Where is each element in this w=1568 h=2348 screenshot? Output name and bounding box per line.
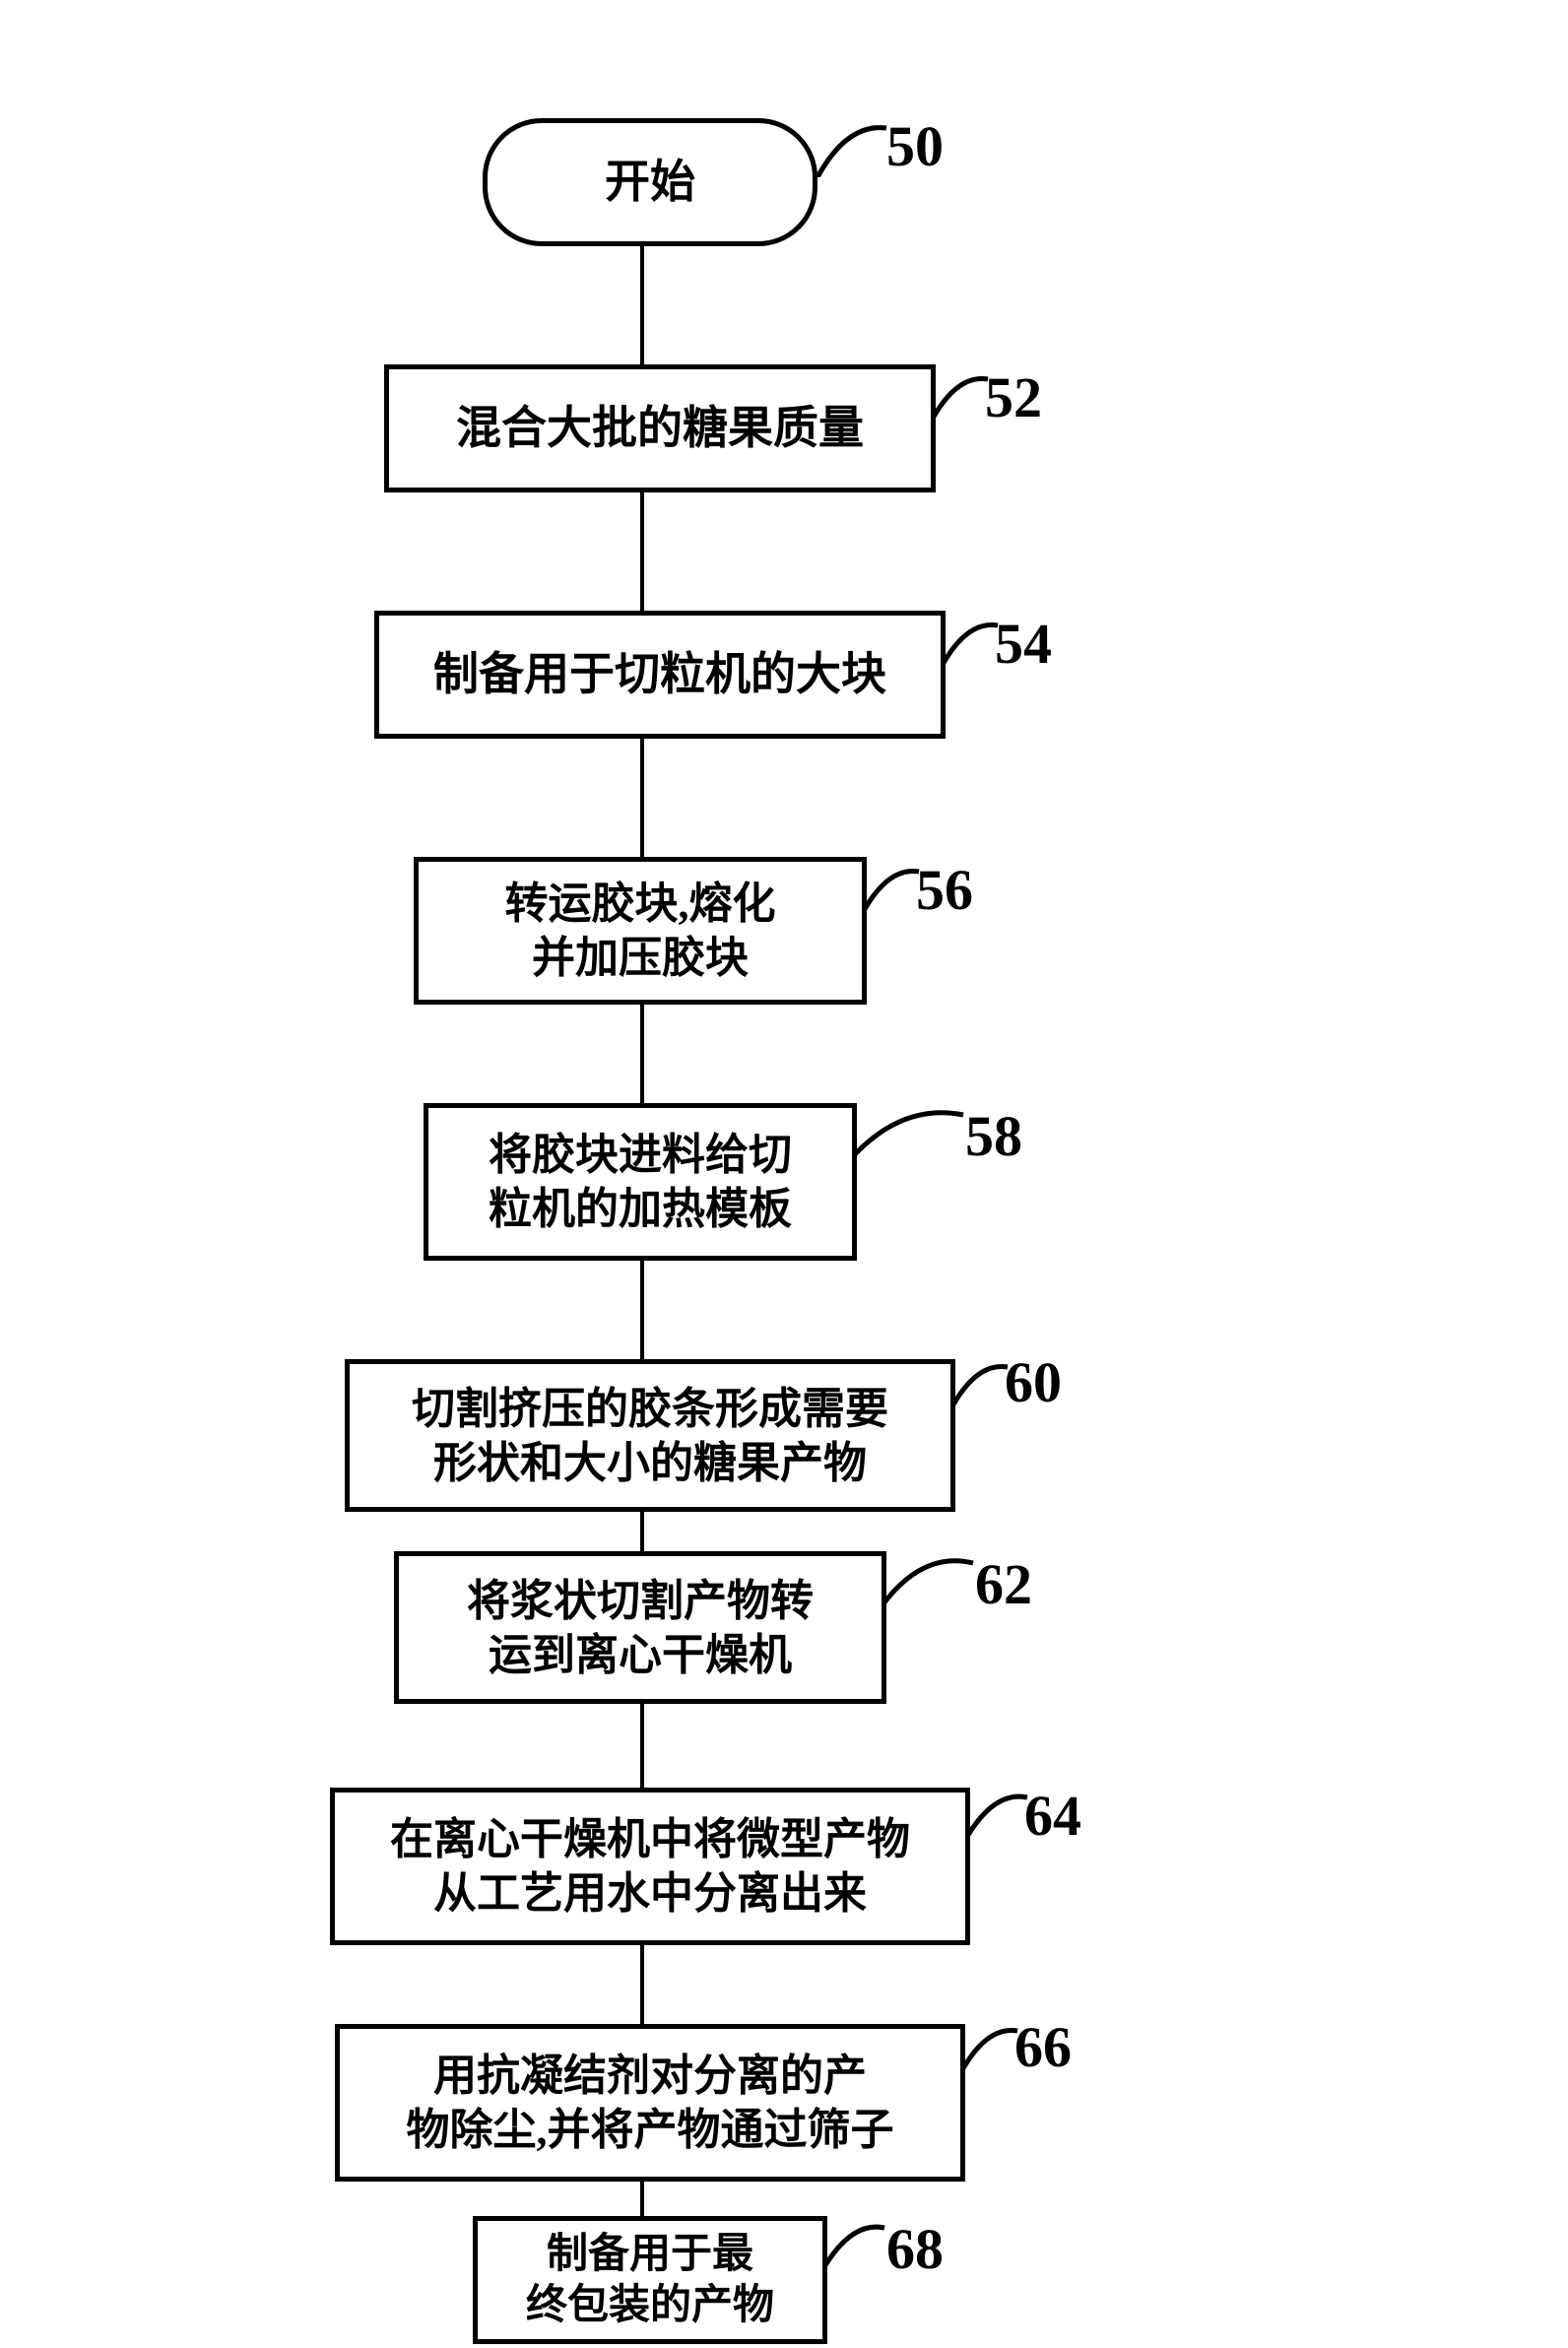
step-66: 用抗凝结剂对分离的产 物除尘,并将产物通过筛子 xyxy=(335,2024,965,2182)
step-text: 在离心干燥机中将微型产物 从工艺用水中分离出来 xyxy=(390,1812,910,1921)
step-60: 切割挤压的胶条形成需要 形状和大小的糖果产物 xyxy=(345,1359,955,1512)
callout-curve xyxy=(944,616,1003,665)
step-text: 将胶块进料给切 粒机的加热模板 xyxy=(489,1128,792,1236)
connector xyxy=(640,1005,644,1103)
step-text: 转运胶块,熔化 并加压胶块 xyxy=(505,877,776,985)
step-text: 切割挤压的胶条形成需要 形状和大小的糖果产物 xyxy=(412,1382,888,1490)
step-54: 制备用于切粒机的大块 xyxy=(374,611,946,739)
step-58-id: 58 xyxy=(965,1103,1022,1169)
callout-curve xyxy=(817,118,891,177)
step-56: 转运胶块,熔化 并加压胶块 xyxy=(414,857,867,1005)
step-68-id: 68 xyxy=(886,2216,944,2282)
start-node: 开始 xyxy=(483,118,817,246)
callout-curve xyxy=(934,369,993,419)
callout-curve xyxy=(884,1551,978,1605)
start-node-text: 开始 xyxy=(605,154,695,211)
connector xyxy=(640,1261,644,1359)
step-54-id: 54 xyxy=(995,611,1052,677)
connector xyxy=(640,2182,644,2216)
step-text: 制备用于切粒机的大块 xyxy=(433,646,886,703)
step-text: 将浆状切割产物转 运到离心干燥机 xyxy=(467,1574,814,1682)
connector xyxy=(640,739,644,857)
step-58: 将胶块进料给切 粒机的加热模板 xyxy=(424,1103,857,1261)
step-68: 制备用于最 终包装的产物 xyxy=(473,2216,827,2344)
callout-curve xyxy=(953,1357,1013,1406)
step-64-id: 64 xyxy=(1024,1783,1081,1849)
step-52-id: 52 xyxy=(985,364,1042,430)
connector xyxy=(640,492,644,611)
step-text: 用抗凝结剂对分离的产 物除尘,并将产物通过筛子 xyxy=(407,2049,894,2157)
callout-curve xyxy=(855,1103,968,1157)
connector xyxy=(640,1704,644,1788)
step-64: 在离心干燥机中将微型产物 从工艺用水中分离出来 xyxy=(330,1788,970,1945)
step-text: 制备用于最 终包装的产物 xyxy=(526,2229,774,2332)
connector xyxy=(640,246,644,364)
callout-curve xyxy=(968,1788,1032,1837)
step-60-id: 60 xyxy=(1005,1349,1062,1415)
step-66-id: 66 xyxy=(1014,2014,1072,2080)
callout-curve xyxy=(865,862,924,911)
connector xyxy=(640,1945,644,2024)
step-62-id: 62 xyxy=(975,1551,1032,1617)
step-56-id: 56 xyxy=(916,857,973,923)
callout-curve xyxy=(963,2021,1022,2070)
flowchart-canvas: 开始 50 混合大批的糖果质量 52 制备用于切粒机的大块 54 转运胶块,熔化… xyxy=(0,0,1568,2348)
step-52: 混合大批的糖果质量 xyxy=(384,364,936,492)
start-node-id: 50 xyxy=(886,113,944,179)
callout-curve xyxy=(825,2218,889,2267)
step-62: 将浆状切割产物转 运到离心干燥机 xyxy=(394,1551,886,1704)
step-text: 混合大批的糖果质量 xyxy=(456,400,864,457)
connector xyxy=(640,1512,644,1551)
